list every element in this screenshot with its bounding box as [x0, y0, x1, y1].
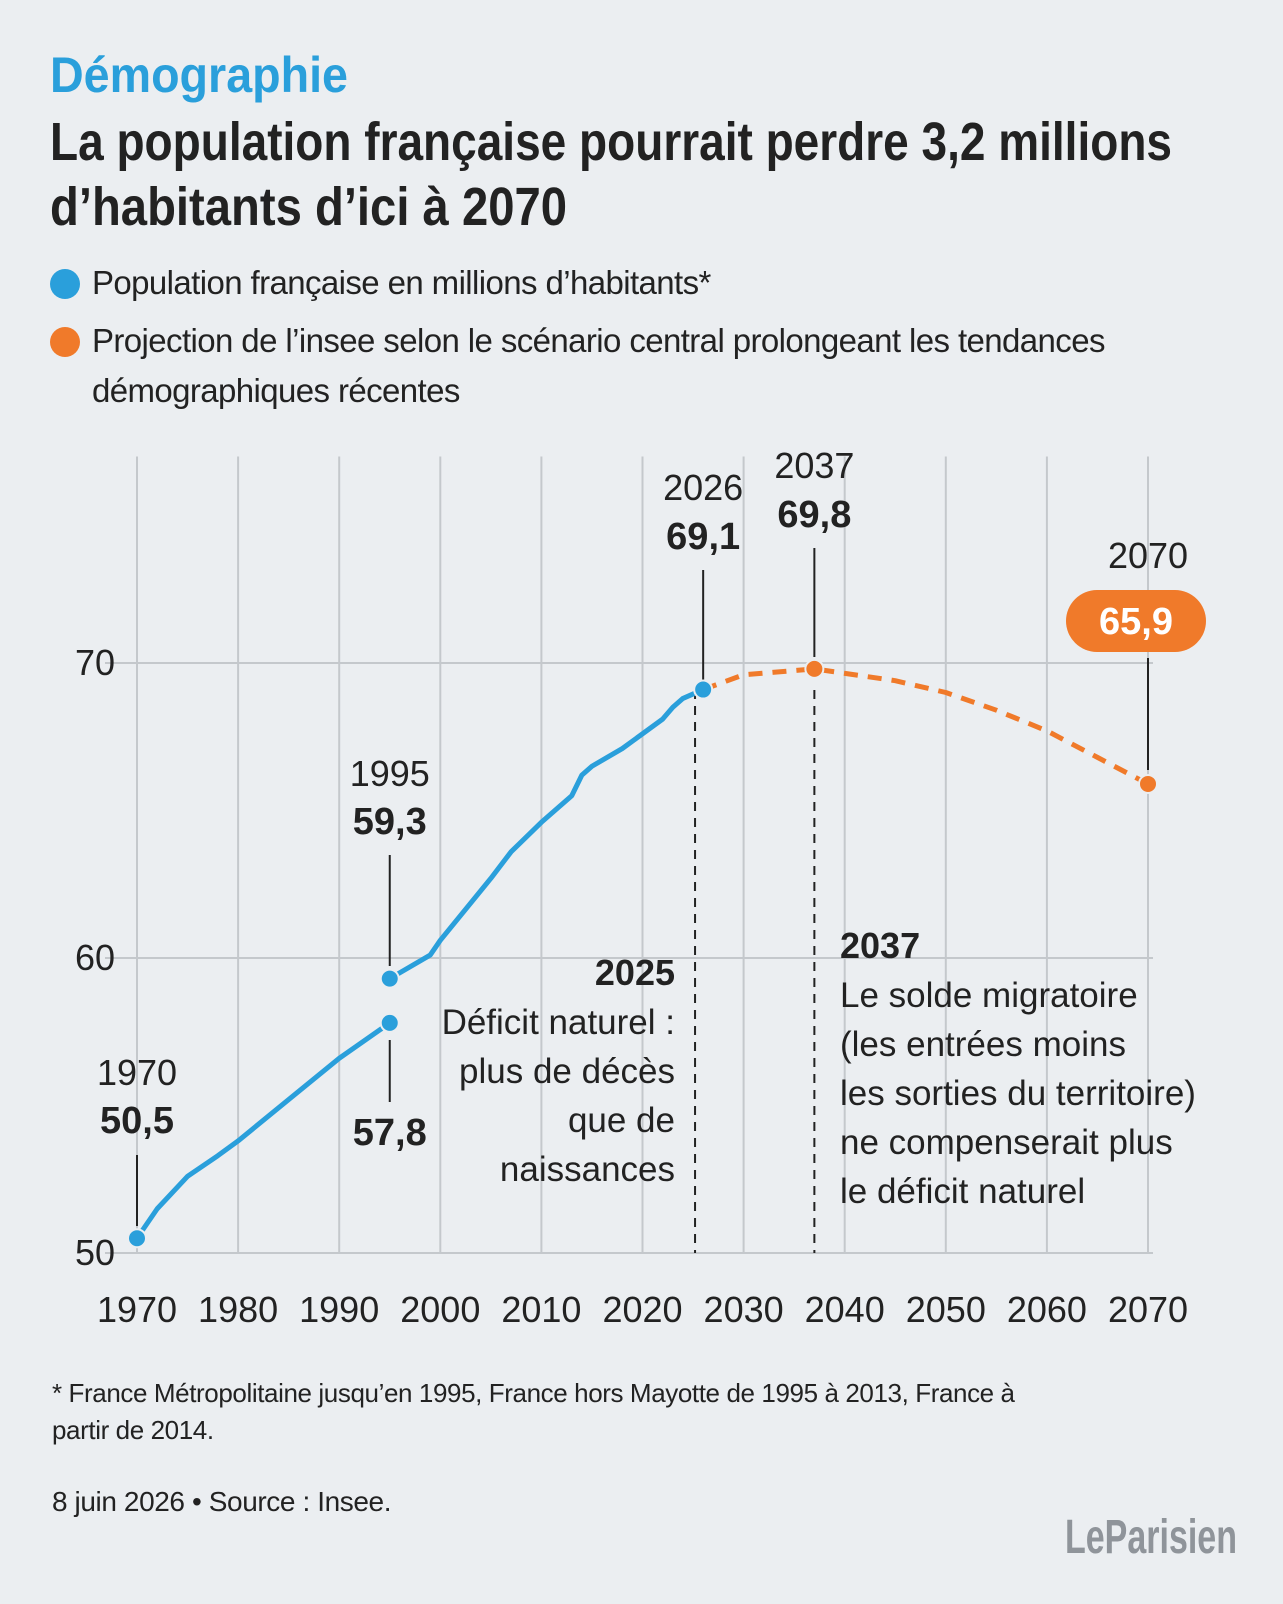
- callout-value: 69,8: [777, 494, 851, 536]
- annotation-text: (les entrées moins: [840, 1025, 1126, 1064]
- point: [693, 679, 714, 700]
- x-tick-label: 2000: [400, 1289, 480, 1330]
- x-tick-label: 1990: [299, 1289, 379, 1330]
- annotation-text: plus de décès: [459, 1052, 675, 1091]
- x-tick-label: 2070: [1108, 1289, 1188, 1330]
- legend-marker: [50, 327, 80, 357]
- legend-label: Projection de l’insee selon le scénario …: [92, 322, 1105, 409]
- callout-value: 69,1: [666, 516, 740, 558]
- legend-marker: [50, 269, 80, 299]
- annotation-text: Déficit naturel :: [442, 1003, 675, 1042]
- title: La population française pourrait perdre …: [50, 112, 1172, 172]
- callout-value: 50,5: [100, 1100, 174, 1142]
- x-tick-label: 1980: [198, 1289, 278, 1330]
- callout-pill: [1066, 590, 1206, 652]
- kicker: Démographie: [50, 47, 348, 103]
- annotation-text: naissances: [500, 1150, 675, 1189]
- legend-label: Population française en millions d’habit…: [92, 264, 711, 301]
- point: [379, 1012, 400, 1033]
- point: [804, 658, 825, 679]
- annotation-text: le déficit naturel: [840, 1172, 1085, 1211]
- callout-year: 2026: [663, 467, 743, 508]
- x-tick-label: 2040: [805, 1289, 885, 1330]
- callout-value: 59,3: [353, 801, 427, 843]
- callout-year: 2037: [774, 445, 854, 486]
- point: [1138, 773, 1158, 794]
- callout-year: 1995: [350, 753, 430, 794]
- source: 8 juin 2026 • Source : Insee.: [52, 1486, 392, 1517]
- annotation-text: que de: [568, 1101, 675, 1140]
- y-tick-label: 50: [75, 1232, 115, 1273]
- annotation-text: les sorties du territoire): [840, 1074, 1196, 1113]
- x-tick-label: 2010: [501, 1289, 581, 1330]
- footnote: * France Métropolitaine jusqu’en 1995, F…: [52, 1378, 1015, 1445]
- annotation-title: 2037: [840, 925, 920, 966]
- x-tick-label: 2050: [906, 1289, 986, 1330]
- y-tick-label: 70: [75, 642, 115, 683]
- callout-value: 65,9: [1099, 601, 1173, 643]
- x-tick-label: 2020: [602, 1289, 682, 1330]
- logo: LeParisien: [1065, 1511, 1237, 1564]
- point: [379, 968, 400, 989]
- callout-value: 57,8: [353, 1112, 427, 1154]
- series-line: [702, 666, 1150, 787]
- annotation-text: Le solde migratoire: [840, 976, 1138, 1015]
- y-tick-label: 60: [75, 937, 115, 978]
- annotation-text: ne compenserait plus: [840, 1123, 1173, 1162]
- x-tick-label: 1970: [97, 1289, 177, 1330]
- legend-item: Population française en millions d’habit…: [50, 258, 1250, 308]
- callout-year: 2070: [1108, 535, 1188, 576]
- x-tick-label: 2060: [1007, 1289, 1087, 1330]
- annotation-title: 2025: [595, 952, 675, 993]
- series-line: [134, 687, 705, 1240]
- point: [127, 1228, 147, 1249]
- title: d’habitants d’ici à 2070: [50, 177, 567, 237]
- callout-year: 1970: [97, 1052, 177, 1093]
- x-tick-label: 2030: [704, 1289, 784, 1330]
- legend-item: Projection de l’insee selon le scénario …: [50, 316, 1250, 416]
